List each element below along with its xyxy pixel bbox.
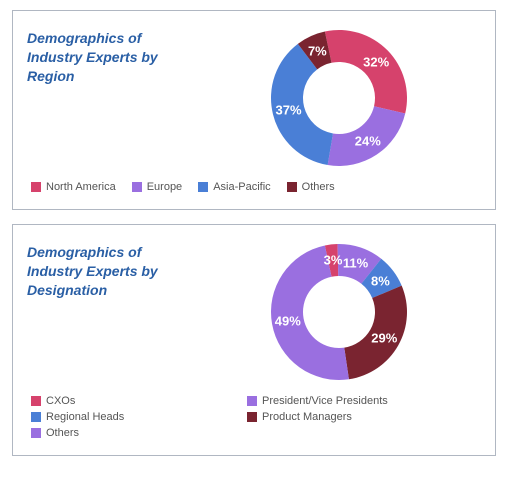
slice-pct-label: 3% — [324, 253, 343, 268]
slice-pct-label: 8% — [371, 273, 390, 288]
legend-item: Europe — [132, 181, 182, 193]
donut-chart — [264, 23, 414, 173]
legend-swatch — [31, 182, 41, 192]
legend-label: North America — [46, 181, 116, 193]
legend-label: Europe — [147, 181, 182, 193]
donut-slice — [325, 30, 407, 114]
legend-item: President/Vice Presidents — [247, 395, 463, 407]
slice-pct-label: 7% — [308, 43, 327, 58]
legend-label: President/Vice Presidents — [262, 395, 388, 407]
legend-label: Regional Heads — [46, 411, 124, 423]
legend-item: Others — [287, 181, 335, 193]
legend-item: Asia-Pacific — [198, 181, 270, 193]
legend-swatch — [31, 412, 41, 422]
legend-label: CXOs — [46, 395, 75, 407]
chart-legend: North America Europe Asia-Pacific Others — [27, 181, 481, 201]
legend-label: Others — [302, 181, 335, 193]
legend-label: Product Managers — [262, 411, 352, 423]
legend-label: Asia-Pacific — [213, 181, 270, 193]
legend-item: CXOs — [31, 395, 247, 407]
legend-item: Others — [31, 427, 247, 439]
legend-swatch — [198, 182, 208, 192]
chart-legend: CXOs President/Vice Presidents Regional He… — [27, 395, 481, 447]
legend-swatch — [247, 412, 257, 422]
legend-swatch — [247, 396, 257, 406]
slice-pct-label: 49% — [275, 314, 301, 329]
legend-item: Regional Heads — [31, 411, 247, 423]
legend-item: Product Managers — [247, 411, 463, 423]
slice-pct-label: 11% — [343, 255, 368, 270]
slice-pct-label: 24% — [355, 134, 381, 149]
slice-pct-label: 37% — [275, 103, 301, 118]
chart-panel-designation: Demographics of Industry Experts by Desi… — [12, 224, 496, 456]
chart-title: Demographics of Industry Experts by Regi… — [27, 23, 197, 86]
chart-title: Demographics of Industry Experts by Desi… — [27, 237, 197, 300]
legend-swatch — [31, 396, 41, 406]
legend-item: North America — [31, 181, 116, 193]
slice-pct-label: 29% — [371, 330, 397, 345]
slice-pct-label: 32% — [363, 54, 389, 69]
legend-label: Others — [46, 427, 79, 439]
chart-panel-region: Demographics of Industry Experts by Regi… — [12, 10, 496, 210]
legend-swatch — [31, 428, 41, 438]
legend-swatch — [287, 182, 297, 192]
legend-swatch — [132, 182, 142, 192]
